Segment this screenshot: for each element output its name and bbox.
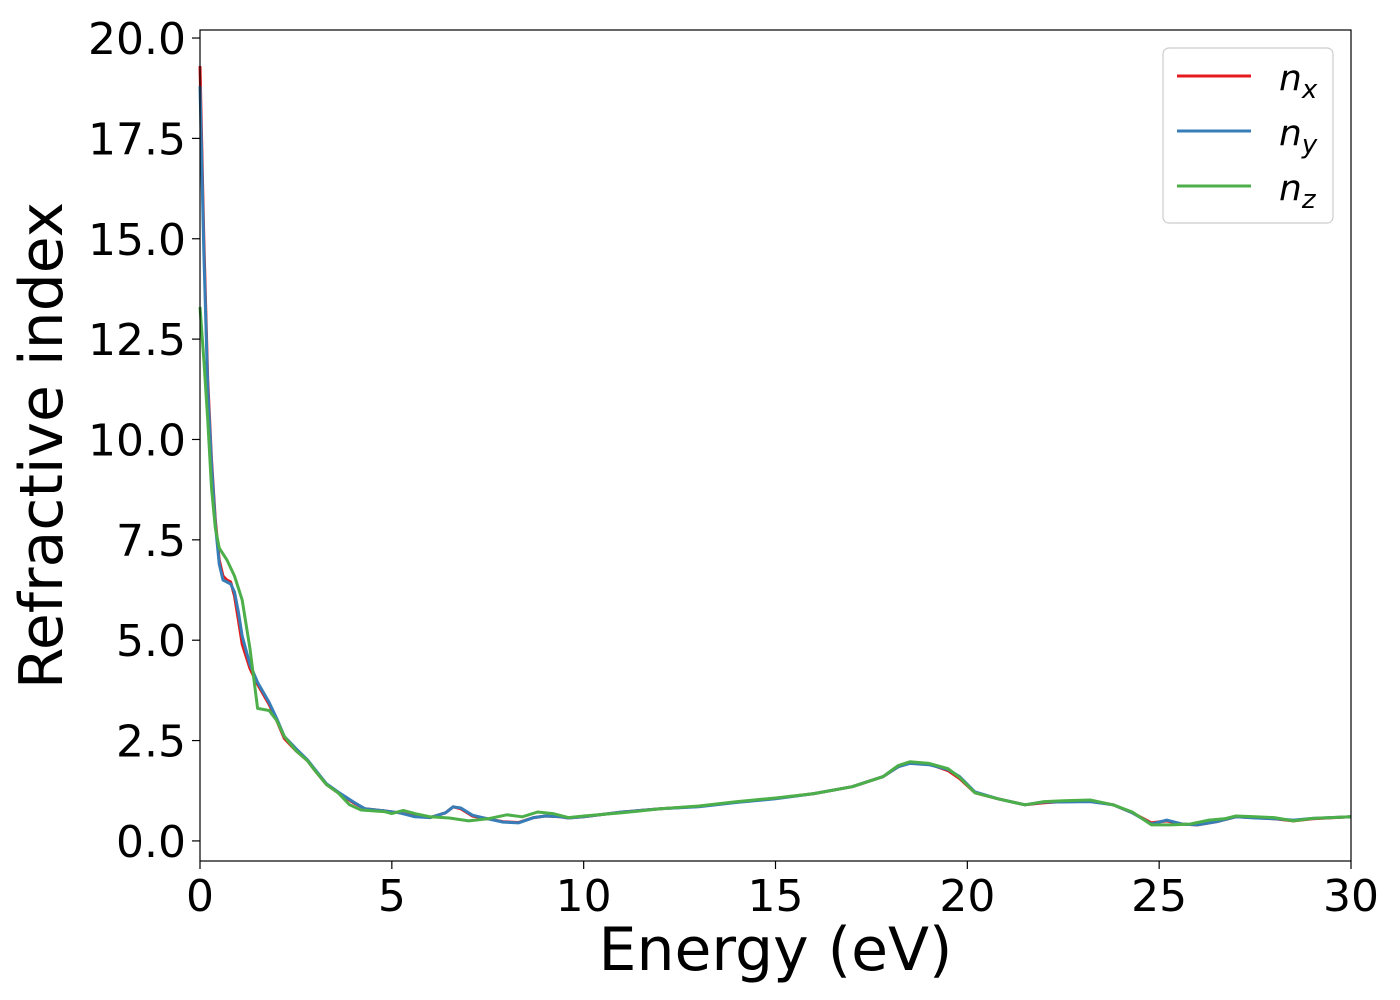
x-tick-label: 25	[1131, 871, 1187, 922]
y-axis-title: Refractive index	[7, 202, 77, 689]
y-tick-label: 7.5	[116, 516, 186, 567]
x-tick-label: 15	[748, 871, 804, 922]
x-tick-label: 30	[1323, 871, 1379, 922]
legend-box	[1162, 47, 1334, 224]
legend: nx ny nz	[1162, 47, 1334, 224]
y-axis-ticks: 0.0 2.5 5.0 7.5 10.0 12.5 15.0 17.5 20.0	[88, 14, 200, 868]
series-layer	[198, 66, 1352, 827]
legend-label-n_z: nz	[1279, 168, 1317, 215]
y-tick-label: 17.5	[88, 114, 186, 165]
y-tick-label: 5.0	[116, 616, 186, 667]
y-tick-label: 12.5	[88, 315, 186, 366]
x-axis-title: Energy (eV)	[599, 915, 953, 985]
series-line-n_z	[198, 306, 1352, 827]
y-tick-label: 0.0	[116, 817, 186, 868]
x-tick-label: 10	[556, 871, 612, 922]
x-tick-label: 5	[378, 871, 406, 922]
x-tick-label: 20	[939, 871, 995, 922]
legend-label-n_y: ny	[1279, 113, 1318, 160]
y-tick-label: 20.0	[88, 14, 186, 65]
y-tick-label: 10.0	[88, 415, 186, 466]
y-tick-label: 2.5	[116, 717, 186, 768]
x-tick-label: 0	[186, 871, 214, 922]
legend-label-n_x: nx	[1279, 58, 1318, 105]
y-tick-label: 15.0	[88, 215, 186, 266]
x-axis-ticks: 0 5 10 15 20 25 30	[186, 861, 1379, 922]
